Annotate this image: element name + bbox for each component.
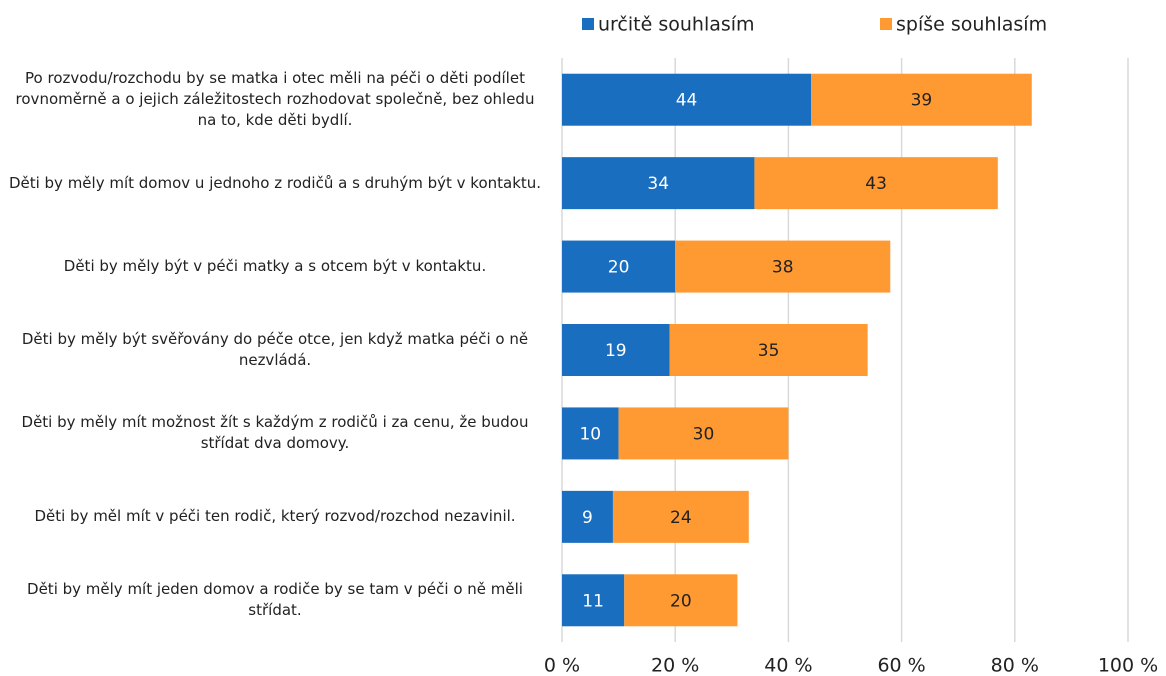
legend-label: určitě souhlasím [598, 14, 755, 36]
value-label: 35 [758, 341, 780, 361]
bar-segment [624, 574, 738, 627]
value-label: 44 [676, 91, 698, 111]
category-label: Po rozvodu/rozchodu by se matka i otec m… [15, 69, 535, 130]
x-tick-label: 80 % [991, 655, 1039, 676]
value-label: 43 [865, 174, 887, 194]
bar-segment [675, 240, 891, 293]
bar-segment [669, 324, 868, 376]
legend-label: spíše souhlasím [896, 14, 1047, 36]
x-tick-label: 0 % [544, 655, 580, 676]
bar-segment [562, 574, 625, 627]
bar-segment [618, 407, 789, 460]
category-label: Děti by měly mít domov u jednoho z rodič… [8, 173, 542, 192]
value-label: 30 [693, 424, 715, 444]
category-label: Děti by měly být svěřovány do péče otce,… [21, 330, 529, 369]
value-label: 10 [579, 424, 601, 444]
value-label: 34 [647, 174, 669, 194]
bar-segment [562, 157, 755, 210]
bar-segment [562, 324, 670, 376]
bar-segment [612, 490, 749, 543]
legend-swatch [880, 18, 892, 30]
category-label: Děti by měly mít jeden domov a rodiče by… [27, 580, 523, 620]
bar-segment [562, 73, 812, 126]
value-label: 39 [911, 91, 933, 111]
value-label: 11 [582, 591, 604, 611]
value-label: 24 [670, 508, 692, 528]
bar-segment [562, 490, 613, 543]
value-label: 38 [772, 258, 794, 278]
value-label: 20 [608, 258, 630, 278]
bar-segment [562, 240, 676, 293]
x-tick-label: 100 % [1098, 655, 1158, 676]
x-tick-label: 40 % [764, 655, 812, 676]
category-label: Děti by měly mít možnost žít s každým z … [21, 413, 529, 453]
value-label: 9 [582, 508, 593, 528]
legend-swatch [582, 18, 594, 30]
bar-segment [754, 157, 998, 210]
category-label: Děti by měly být v péči matky a s otcem … [63, 257, 487, 276]
x-tick-label: 60 % [877, 655, 925, 676]
x-tick-label: 20 % [651, 655, 699, 676]
category-label: Děti by měl mít v péči ten rodič, který … [34, 507, 516, 526]
bar-segment [562, 407, 619, 460]
bar-segment [811, 73, 1032, 126]
value-label: 19 [605, 341, 627, 361]
value-label: 20 [670, 591, 692, 611]
